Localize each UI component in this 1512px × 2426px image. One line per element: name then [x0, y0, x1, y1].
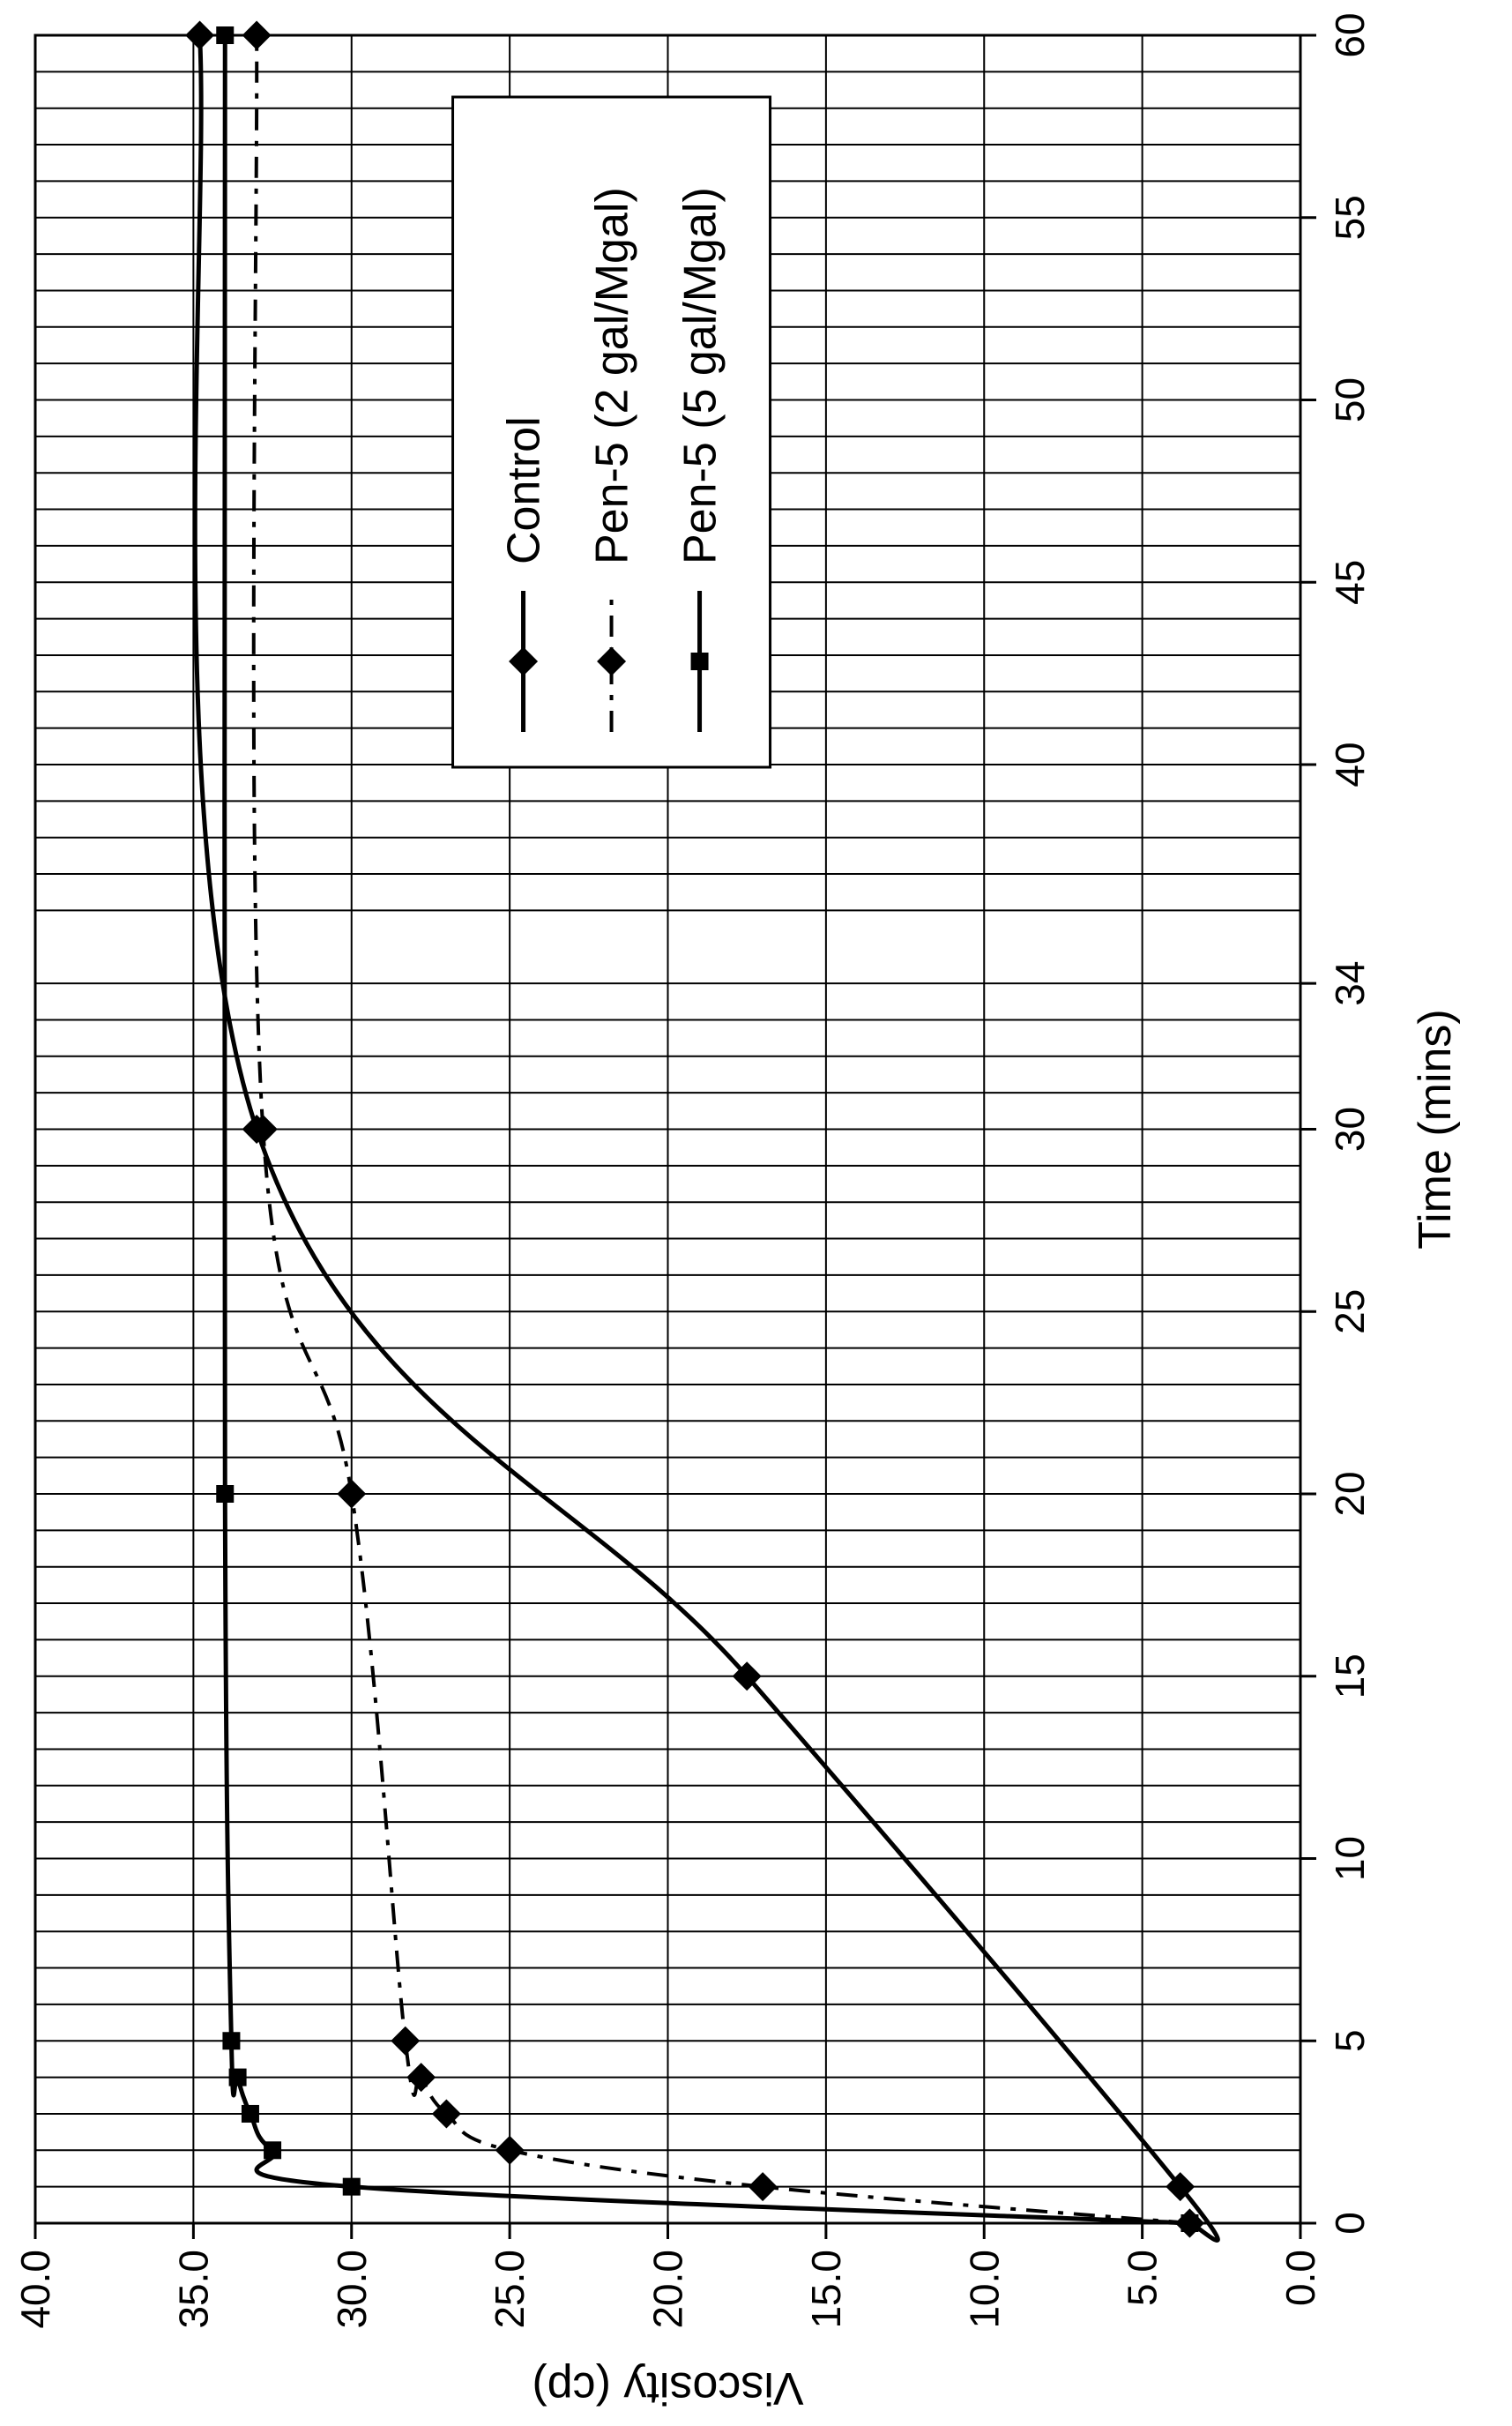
viscosity-time-chart: 0 5 10 15 20 25 30 34 40 45 50 55 60 0.0 5.0 10.0 15.0 2…: [0, 0, 1512, 2426]
x-tick-label: 40: [1327, 742, 1373, 787]
x-tick-label: 60: [1327, 12, 1373, 57]
y-tick-label: 30.0: [329, 2250, 375, 2329]
x-axis-ticks: 0 5 10 15 20 25 30 34 40 45 50 55 60: [1300, 12, 1373, 2234]
x-tick-label: 0: [1327, 2212, 1373, 2235]
x-tick-label: 45: [1327, 560, 1373, 605]
y-tick-label: 25.0: [487, 2250, 533, 2329]
x-tick-label: 25: [1327, 1289, 1373, 1334]
y-tick-label: 0.0: [1277, 2250, 1323, 2306]
marker-square: [242, 2105, 259, 2123]
marker-square: [343, 2178, 361, 2196]
y-tick-label: 10.0: [961, 2250, 1007, 2329]
y-tick-label: 35.0: [170, 2250, 216, 2329]
legend: Control Pen-5 (2 gal/Mgal) Pen-5 (5 gal/Mg…: [453, 97, 771, 767]
x-tick-label: 10: [1327, 1836, 1373, 1881]
legend-item-label: Control: [499, 416, 550, 564]
y-tick-label: 15.0: [803, 2250, 849, 2329]
x-axis-title: Time (mins): [1410, 1009, 1461, 1250]
x-tick-label: 50: [1327, 377, 1373, 422]
x-tick-label: 15: [1327, 1653, 1373, 1698]
legend-item-label: Pen-5 (5 gal/Mgal): [675, 187, 726, 564]
legend-item-label: Pen-5 (2 gal/Mgal): [587, 187, 638, 564]
x-tick-label: 34: [1327, 961, 1373, 1006]
y-tick-label: 20.0: [645, 2250, 691, 2329]
y-tick-label: 40.0: [12, 2250, 58, 2329]
marker-square: [216, 1485, 234, 1503]
x-tick-label: 30: [1327, 1107, 1373, 1152]
y-tick-label: 5.0: [1120, 2250, 1166, 2306]
marker-square: [264, 2141, 281, 2159]
y-axis-ticks: 0.0 5.0 10.0 15.0 20.0 25.0 30.0 35.0 40.0: [12, 2223, 1323, 2329]
x-tick-label: 55: [1327, 195, 1373, 240]
marker-diamond: [391, 2027, 420, 2056]
marker-square: [222, 2032, 240, 2049]
marker-diamond: [749, 2172, 778, 2201]
y-axis-title: Viscosity (cp): [532, 2363, 803, 2414]
marker-diamond: [406, 2063, 436, 2092]
x-tick-label: 20: [1327, 1471, 1373, 1516]
marker-square: [229, 2069, 247, 2086]
x-tick-label: 5: [1327, 2029, 1373, 2052]
marker-diamond: [495, 2136, 525, 2165]
marker-diamond: [337, 1480, 366, 1509]
